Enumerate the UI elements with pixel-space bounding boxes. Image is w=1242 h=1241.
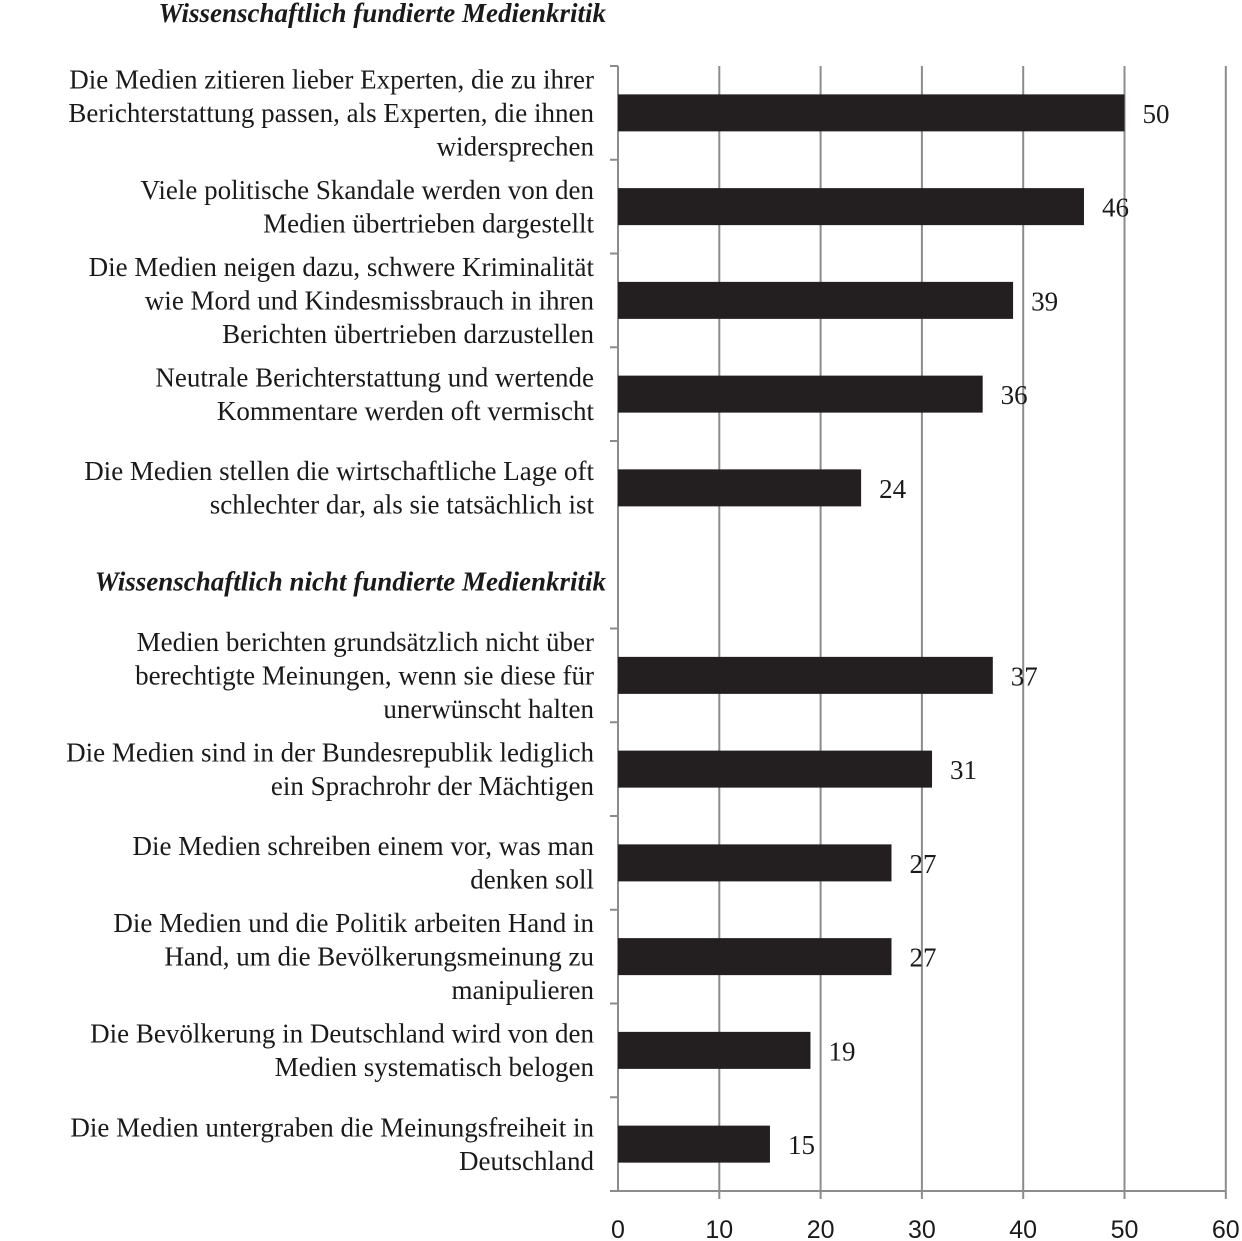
bar	[618, 656, 993, 694]
bar	[618, 938, 892, 976]
x-tick-label: 30	[908, 1216, 936, 1241]
category-label: Die Medien zitieren lieber Experten, die…	[68, 64, 594, 161]
category-label: Neutrale Berichterstattung und wertende K…	[155, 362, 594, 426]
gridlines	[610, 65, 1227, 1199]
bar	[618, 94, 1125, 132]
data-label: 27	[910, 849, 937, 879]
data-label: 24	[879, 474, 907, 504]
category-label: Medien berichten grundsätzlich nicht übe…	[135, 627, 594, 724]
bar	[618, 1031, 811, 1069]
bar	[618, 281, 1014, 319]
labels: 0 10 20 30 40 50 60 Wissenschaftlich fundierte …	[66, 0, 1240, 1241]
x-tick-label: 10	[705, 1216, 733, 1241]
category-label: Die Medien neigen dazu, schwere Kriminal…	[89, 252, 595, 349]
group-heading: Wissenschaftlich fundierte Medienkritik	[158, 0, 606, 28]
group-heading: Wissenschaftlich nicht fundierte Medienk…	[95, 567, 607, 597]
bar	[618, 375, 983, 413]
category-label: Die Bevölkerung in Deutschland wird von …	[90, 1019, 594, 1083]
data-label: 19	[828, 1036, 855, 1066]
category-label: Die Medien stellen die wirtschaftliche L…	[84, 456, 594, 520]
data-label: 36	[1001, 380, 1028, 410]
bar	[618, 188, 1084, 226]
category-label: Die Medien sind in der Bundesrepublik le…	[66, 737, 594, 801]
data-label: 27	[910, 943, 937, 973]
data-label: 37	[1011, 661, 1038, 691]
data-label: 15	[788, 1130, 815, 1160]
x-tick-label: 40	[1009, 1216, 1037, 1241]
category-label: Die Medien untergraben die Meinungsfreih…	[70, 1112, 594, 1176]
data-label: 39	[1031, 286, 1058, 316]
x-tick-label: 50	[1111, 1216, 1139, 1241]
category-label: Die Medien und die Politik arbeiten Hand…	[113, 908, 594, 1005]
bar	[618, 469, 862, 507]
data-label: 46	[1102, 193, 1129, 223]
bars	[618, 94, 1125, 1163]
bar	[618, 750, 933, 788]
x-tick-label: 20	[807, 1216, 835, 1241]
data-label: 50	[1143, 99, 1170, 129]
data-label: 31	[950, 755, 977, 785]
category-label: Die Medien schreiben einem vor, was man d…	[132, 831, 594, 895]
category-label: Viele politische Skandale werden von den…	[141, 175, 595, 239]
x-tick-label: 0	[611, 1216, 625, 1241]
x-tick-label: 60	[1212, 1216, 1240, 1241]
bar	[618, 1125, 770, 1163]
bar	[618, 844, 892, 882]
